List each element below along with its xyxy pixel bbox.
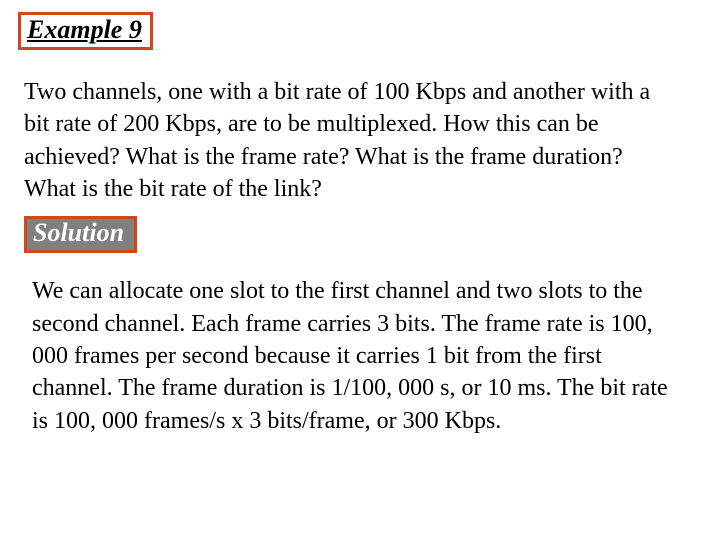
solution-heading-label: Solution (33, 218, 124, 247)
solution-heading-box: Solution (24, 216, 137, 254)
question-paragraph: Two channels, one with a bit rate of 100… (24, 76, 672, 206)
slide-page: Example 9 Two channels, one with a bit r… (0, 0, 720, 540)
example-heading-label: Example 9 (27, 15, 142, 44)
example-heading-box: Example 9 (18, 12, 153, 50)
answer-paragraph: We can allocate one slot to the first ch… (32, 275, 672, 437)
